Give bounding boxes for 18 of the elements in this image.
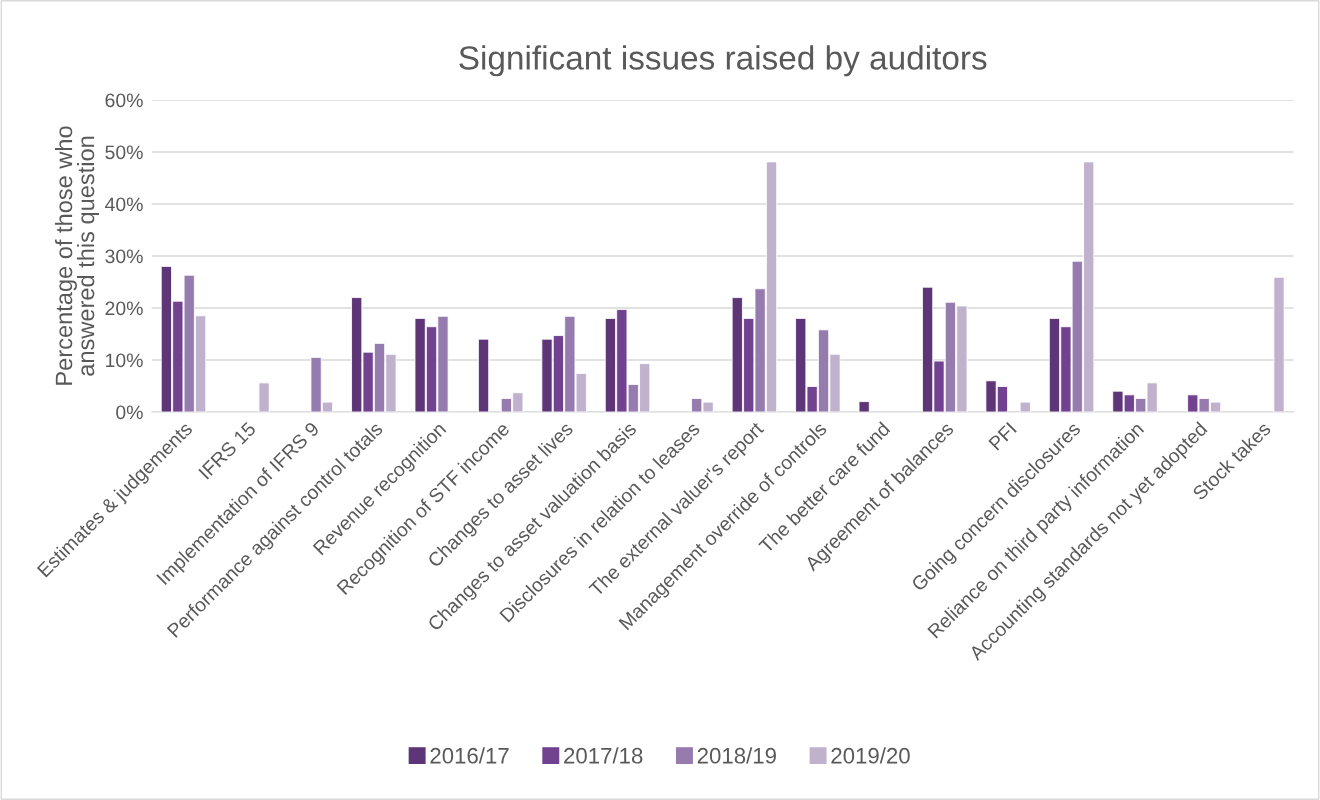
y-tick-label: 50% (105, 145, 143, 160)
y-tick-label: 20% (105, 301, 143, 316)
y-tick-label: 30% (105, 249, 143, 264)
legend-label: 2017/18 (564, 747, 643, 764)
legend-label: 2019/20 (831, 747, 910, 764)
chart-title: Significant issues raised by auditors (459, 45, 987, 77)
y-axis-title: Percentage of those who answered this question (54, 126, 99, 385)
bar (258, 382, 270, 412)
legend-label: 2016/17 (430, 747, 509, 764)
y-tick-label: 60% (105, 93, 143, 108)
legend-label: 2018/19 (697, 747, 776, 764)
y-tick-label: 0% (116, 405, 143, 420)
bar (478, 338, 490, 412)
y-tick-label: 40% (105, 197, 143, 212)
bar (1019, 401, 1031, 412)
y-tick-label: 10% (106, 353, 143, 368)
bar (858, 401, 870, 412)
bar (1273, 276, 1285, 412)
